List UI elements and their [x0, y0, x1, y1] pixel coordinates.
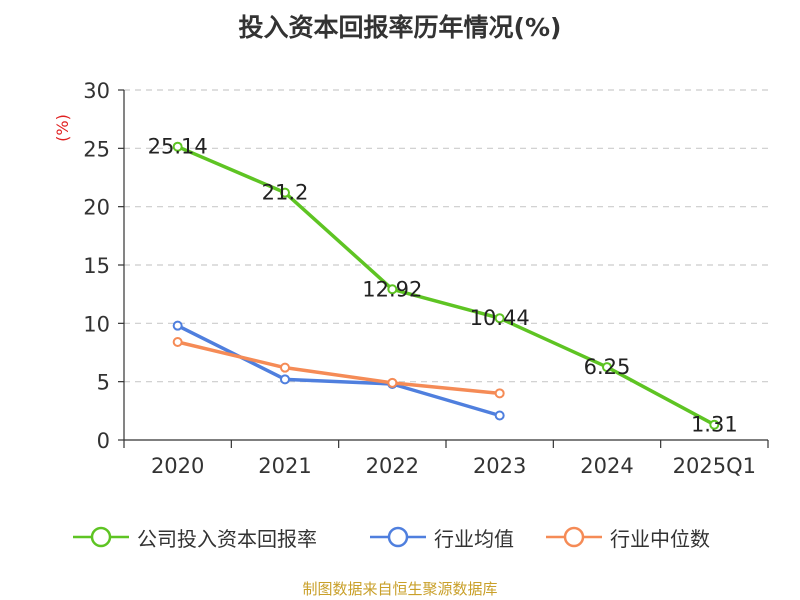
y-tick-label: 20: [83, 196, 110, 220]
legend-item-industry-mean[interactable]: 行业均值: [370, 519, 514, 555]
data-source-note: 制图数据来自恒生聚源数据库: [302, 580, 498, 598]
data-labels: 25.14 21.2 12.92 10.44 6.25 1.31: [148, 135, 738, 437]
legend-label-industry-mean: 行业均值: [434, 526, 514, 551]
data-point: [280, 187, 290, 198]
grid-lines: [124, 89, 768, 383]
y-tick-label: 10: [83, 312, 110, 336]
data-point: [280, 362, 290, 373]
axes: 0 5 10 15 20 25 30 (%) 2020 2021 2022 2023 2024 2025Q…: [53, 79, 769, 478]
data-point: [709, 419, 720, 430]
legend-item-company-roic[interactable]: 公司投入资本回报率: [73, 519, 317, 555]
y-tick-label: 30: [83, 79, 110, 103]
data-point: [280, 374, 290, 385]
x-tick-label: 2023: [473, 454, 526, 478]
y-tick-label: 15: [83, 254, 110, 278]
data-point: [172, 320, 183, 331]
data-point: [387, 377, 398, 388]
x-tick-label: 2024: [580, 454, 633, 478]
y-tick-label: 5: [97, 371, 110, 395]
x-tick-label: 2025Q1: [673, 454, 756, 478]
legend-marker-orange: [546, 526, 602, 548]
data-point: [172, 337, 183, 347]
data-label: 6.25: [584, 355, 631, 379]
data-label: 10.44: [470, 306, 530, 330]
x-tick-label: 2020: [151, 454, 204, 478]
series-line: [175, 323, 502, 418]
legend-label-industry-median: 行业中位数: [610, 526, 710, 551]
data-point: [494, 410, 505, 421]
data-point: [602, 362, 612, 373]
data-label: 21.2: [262, 181, 309, 205]
legend: 公司投入资本回报率 行业均值 行业中位数: [0, 519, 800, 555]
data-point: [494, 313, 505, 324]
data-label: 25.14: [148, 135, 208, 159]
legend-label-company-roic: 公司投入资本回报率: [137, 526, 317, 551]
legend-marker-green: [73, 526, 129, 548]
y-axis-unit-label: (%): [53, 114, 72, 142]
legend-marker-blue: [370, 526, 426, 548]
data-label: 1.31: [691, 413, 738, 437]
data-point: [387, 284, 398, 295]
series-lines: [172, 141, 720, 430]
y-tick-label: 0: [97, 429, 110, 453]
x-tick-label: 2022: [366, 454, 419, 478]
series-line: [175, 340, 502, 396]
series-line: [175, 144, 717, 427]
y-tick-label: 25: [83, 137, 110, 161]
data-label: 12.92: [362, 277, 422, 301]
data-point: [172, 141, 183, 152]
x-tick-label: 2021: [258, 454, 311, 478]
chart-title: 投入资本回报率历年情况(%): [238, 13, 562, 42]
data-point: [494, 388, 505, 399]
legend-item-industry-median[interactable]: 行业中位数: [546, 519, 710, 555]
